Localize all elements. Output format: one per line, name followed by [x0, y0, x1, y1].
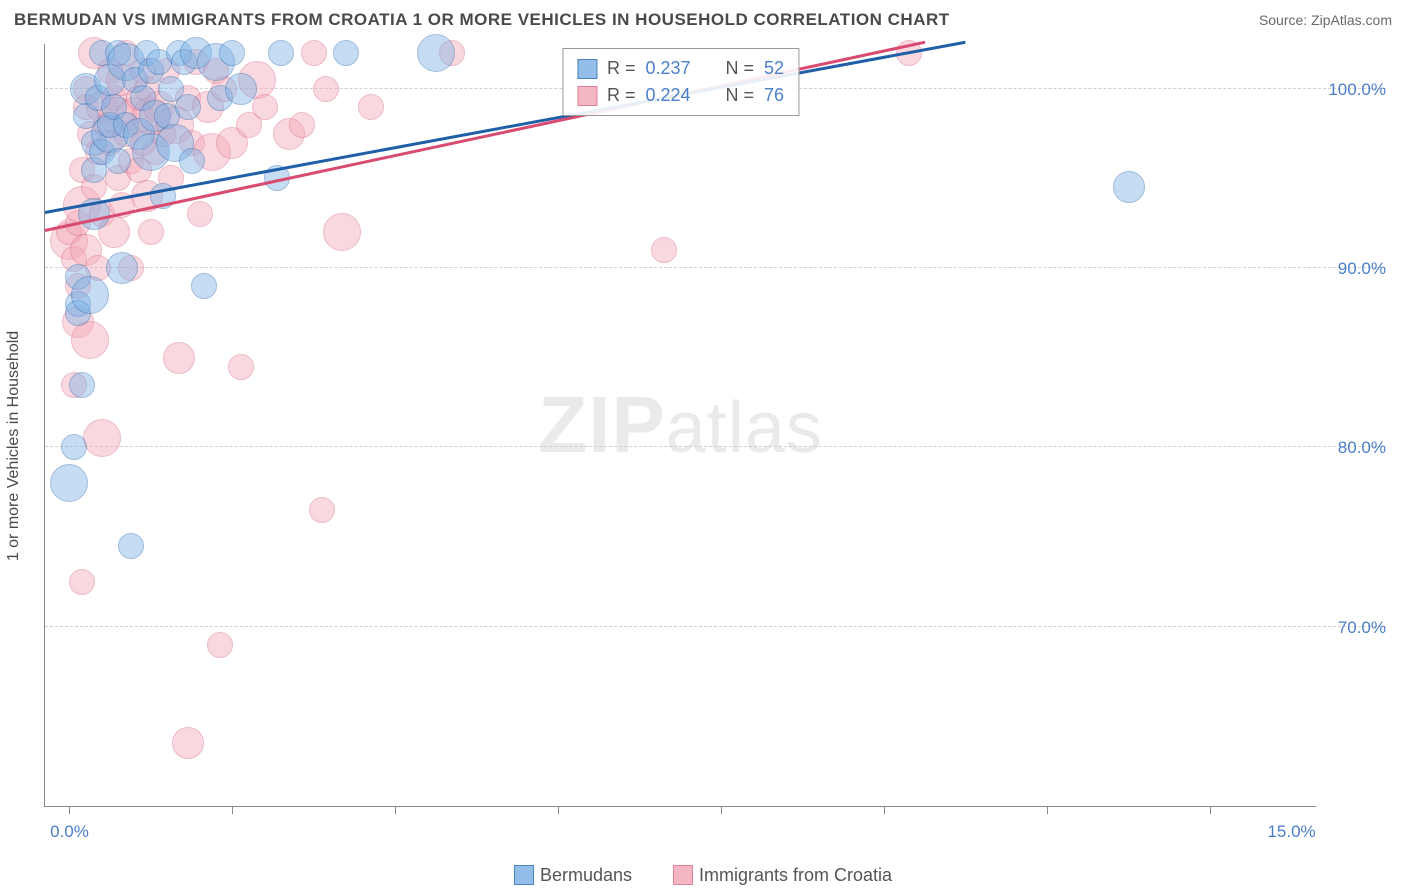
gridline-h: [45, 446, 1386, 447]
scatter-point-bermudan: [106, 252, 138, 284]
scatter-point-bermudan: [50, 464, 88, 502]
x-tick-label-right: 15.0%: [1267, 822, 1315, 842]
scatter-point-croatia: [358, 94, 384, 120]
corr-swatch-croatia: [577, 86, 597, 106]
chart-title: BERMUDAN VS IMMIGRANTS FROM CROATIA 1 OR…: [14, 10, 950, 30]
legend-label-bermudans: Bermudans: [540, 865, 632, 885]
legend-item-croatia: Immigrants from Croatia: [673, 865, 892, 885]
y-tick-label: 80.0%: [1338, 438, 1386, 458]
legend-swatch-bermudans: [514, 865, 534, 885]
x-tick: [395, 806, 396, 814]
scatter-point-bermudan: [191, 273, 217, 299]
corr-row-bermudan: R = 0.237 N = 52: [577, 55, 784, 82]
corr-n-label: N =: [726, 82, 755, 109]
x-tick: [721, 806, 722, 814]
source-value: ZipAtlas.com: [1311, 12, 1392, 28]
watermark: ZIPatlas: [538, 379, 823, 471]
x-tick: [232, 806, 233, 814]
scatter-point-bermudan: [219, 40, 245, 66]
corr-n-label: N =: [726, 55, 755, 82]
scatter-point-croatia: [301, 40, 327, 66]
x-tick: [884, 806, 885, 814]
scatter-point-croatia: [187, 201, 213, 227]
scatter-point-croatia: [83, 419, 121, 457]
correlation-box: R = 0.237 N = 52R = 0.224 N = 76: [562, 48, 799, 116]
corr-r-bermudan: 0.237: [645, 55, 690, 82]
scatter-point-croatia: [228, 354, 254, 380]
scatter-point-croatia: [289, 112, 315, 138]
scatter-point-bermudan: [118, 533, 144, 559]
scatter-point-croatia: [309, 497, 335, 523]
scatter-point-bermudan: [179, 148, 205, 174]
gridline-h: [45, 626, 1386, 627]
y-axis-title: 1 or more Vehicles in Household: [5, 331, 23, 561]
y-tick-label: 70.0%: [1338, 618, 1386, 638]
y-tick-label: 100.0%: [1328, 80, 1386, 100]
scatter-point-bermudan: [61, 434, 87, 460]
watermark-bold: ZIP: [538, 380, 665, 469]
corr-swatch-bermudan: [577, 59, 597, 79]
corr-r-label: R =: [607, 55, 636, 82]
x-tick: [1047, 806, 1048, 814]
y-tick-labels: 70.0% 80.0% 90.0% 100.0%: [1316, 44, 1386, 807]
scatter-point-croatia: [651, 237, 677, 263]
scatter-point-bermudan: [71, 276, 109, 314]
scatter-point-croatia: [252, 94, 278, 120]
scatter-point-bermudan: [225, 73, 257, 105]
source-attribution: Source: ZipAtlas.com: [1259, 12, 1392, 28]
scatter-point-bermudan: [175, 94, 201, 120]
corr-n-bermudan: 52: [764, 55, 784, 82]
scatter-point-croatia: [163, 342, 195, 374]
scatter-point-croatia: [69, 569, 95, 595]
scatter-point-bermudan: [333, 40, 359, 66]
y-tick-label: 90.0%: [1338, 259, 1386, 279]
plot-container: ZIPatlas 0.0%15.0%R = 0.237 N = 52R = 0.…: [44, 44, 1386, 837]
scatter-point-croatia: [172, 727, 204, 759]
x-tick: [1210, 806, 1211, 814]
x-tick: [558, 806, 559, 814]
scatter-point-bermudan: [1113, 171, 1145, 203]
legend: Bermudans Immigrants from Croatia: [0, 865, 1406, 886]
gridline-h: [45, 267, 1386, 268]
corr-row-croatia: R = 0.224 N = 76: [577, 82, 784, 109]
corr-n-croatia: 76: [764, 82, 784, 109]
scatter-point-croatia: [313, 76, 339, 102]
scatter-point-bermudan: [417, 34, 455, 72]
corr-r-label: R =: [607, 82, 636, 109]
scatter-point-bermudan: [69, 372, 95, 398]
source-label: Source:: [1259, 12, 1311, 28]
x-tick-label-left: 0.0%: [50, 822, 89, 842]
legend-item-bermudans: Bermudans: [514, 865, 637, 885]
scatter-point-croatia: [207, 632, 233, 658]
corr-r-croatia: 0.224: [645, 82, 690, 109]
legend-label-croatia: Immigrants from Croatia: [699, 865, 892, 885]
plot-area: ZIPatlas 0.0%15.0%R = 0.237 N = 52R = 0.…: [44, 44, 1316, 807]
scatter-point-croatia: [138, 219, 164, 245]
legend-swatch-croatia: [673, 865, 693, 885]
scatter-point-croatia: [71, 321, 109, 359]
scatter-point-bermudan: [268, 40, 294, 66]
scatter-point-croatia: [323, 213, 361, 251]
x-tick: [69, 806, 70, 814]
scatter-point-bermudan: [105, 148, 131, 174]
watermark-rest: atlas: [666, 388, 823, 468]
